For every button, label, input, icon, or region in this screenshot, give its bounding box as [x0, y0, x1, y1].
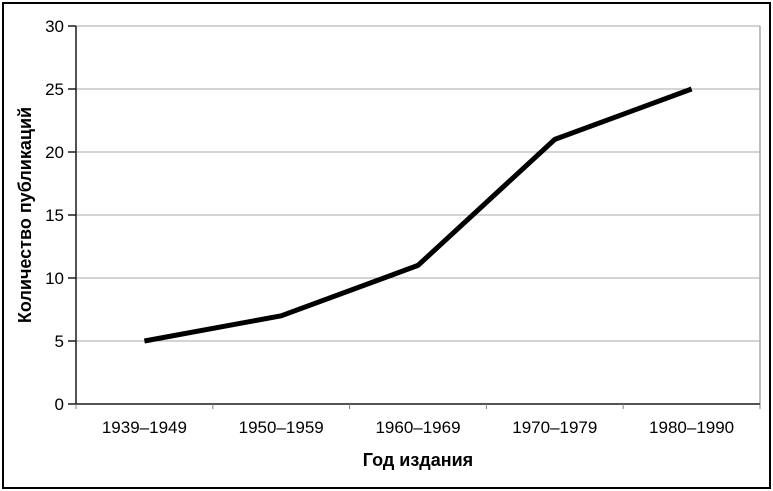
y-tick-label-5: 5: [55, 332, 64, 351]
y-tick-label-25: 25: [45, 80, 64, 99]
x-tick-label-2: 1960–1969: [375, 418, 460, 437]
gridlines-layer: [76, 25, 761, 404]
y-tick-label-20: 20: [45, 143, 64, 162]
y-tick-label-0: 0: [55, 395, 64, 414]
x-tick-label-3: 1970–1979: [512, 418, 597, 437]
data-series-layer: [143, 86, 693, 344]
x-tick-label-1: 1950–1959: [239, 418, 324, 437]
x-axis-title: Год издания: [363, 450, 473, 470]
y-tick-label-30: 30: [45, 17, 64, 36]
axes-layer: [68, 25, 761, 409]
y-tick-label-15: 15: [45, 206, 64, 225]
publications-line-series: [143, 86, 693, 344]
tick-labels-layer: 0 5 10 15 20 25 30 1939–1949 1950–1959 1960–1969 1…: [45, 17, 734, 437]
x-tick-label-0: 1939–1949: [102, 418, 187, 437]
y-tick-label-10: 10: [45, 269, 64, 288]
x-tick-label-4: 1980–1990: [649, 418, 734, 437]
y-axis-title: Количество публикаций: [15, 107, 35, 323]
